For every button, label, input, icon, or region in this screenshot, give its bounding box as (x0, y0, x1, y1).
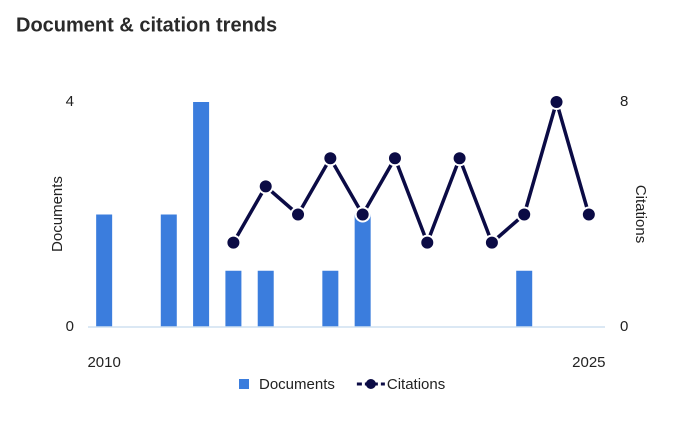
y-tick-label: 4 (66, 93, 74, 110)
legend-label: Documents (259, 376, 335, 393)
bar (160, 214, 177, 327)
line-marker (354, 206, 371, 223)
line-marker (548, 94, 565, 110)
line-marker (290, 206, 307, 223)
y-tick-label: 0 (66, 318, 74, 335)
bar (96, 214, 113, 327)
legend-label: Citations (387, 376, 445, 393)
y-axis-title: Documents (49, 176, 66, 252)
line-marker (451, 150, 468, 167)
line-marker (516, 206, 533, 223)
line-marker (419, 234, 436, 251)
bar (516, 270, 533, 327)
bar (193, 102, 210, 327)
line-marker (483, 234, 500, 251)
x-tick-label: 2025 (572, 354, 605, 371)
chart-title: Document & citation trends (16, 14, 277, 36)
legend-swatch (239, 379, 249, 389)
line-marker (322, 150, 339, 167)
x-tick-label: 2010 (87, 354, 120, 371)
line-marker (386, 150, 403, 167)
line (231, 100, 591, 245)
y2-tick-label: 8 (620, 93, 628, 110)
y2-axis-title: Citations (632, 185, 649, 243)
line-marker (257, 178, 274, 195)
bar (354, 214, 371, 327)
bar (225, 270, 242, 327)
line-marker (225, 234, 242, 251)
legend-swatch (365, 379, 376, 389)
line-marker (580, 206, 597, 223)
y2-tick-label: 0 (620, 318, 628, 335)
bar (257, 270, 274, 327)
bar (322, 270, 339, 327)
